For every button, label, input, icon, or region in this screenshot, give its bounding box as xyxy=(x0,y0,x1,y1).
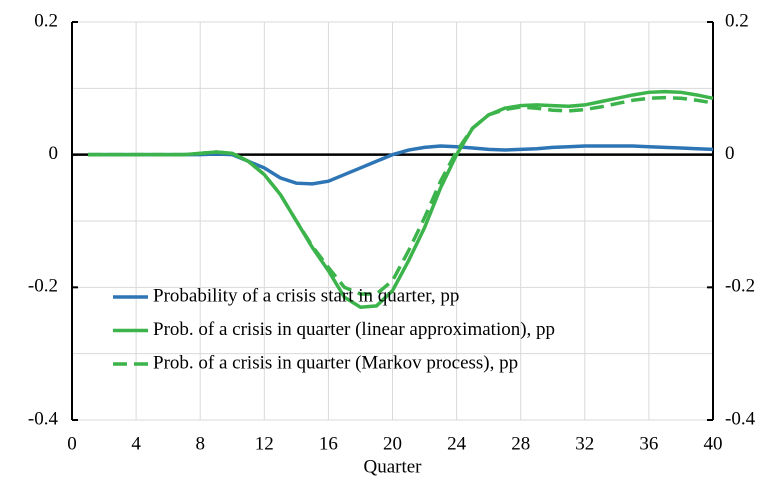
x-tick-label: 28 xyxy=(511,433,530,454)
x-tick-label: 24 xyxy=(447,433,467,454)
x-tick-label: 4 xyxy=(131,433,141,454)
y-tick-label: 0 xyxy=(49,143,59,164)
y2-tick-label: -0.2 xyxy=(725,276,755,297)
x-tick-label: 20 xyxy=(383,433,402,454)
series-line xyxy=(88,89,714,310)
x-tick-label: 0 xyxy=(67,433,77,454)
x-tick-label: 16 xyxy=(319,433,338,454)
series-line xyxy=(88,95,714,296)
series-line xyxy=(88,144,714,186)
legend-label: Probability of a crisis start in quarter… xyxy=(153,285,459,306)
x-axis-label: Quarter xyxy=(363,456,422,477)
y-tick-label: 0.2 xyxy=(34,10,58,31)
y2-tick-label: 0.2 xyxy=(725,10,749,31)
y-tick-label: -0.4 xyxy=(28,408,59,429)
x-tick-label: 12 xyxy=(255,433,274,454)
legend-label: Prob. of a crisis in quarter (Markov pro… xyxy=(153,352,518,373)
x-tick-label: 32 xyxy=(575,433,594,454)
legend-label: Prob. of a crisis in quarter (linear app… xyxy=(153,319,555,340)
y2-tick-label: -0.4 xyxy=(725,408,756,429)
x-tick-label: 40 xyxy=(704,433,723,454)
x-tick-label: 36 xyxy=(639,433,658,454)
x-tick-label: 8 xyxy=(195,433,205,454)
y2-tick-label: 0 xyxy=(725,143,735,164)
y-tick-label: -0.2 xyxy=(28,276,58,297)
